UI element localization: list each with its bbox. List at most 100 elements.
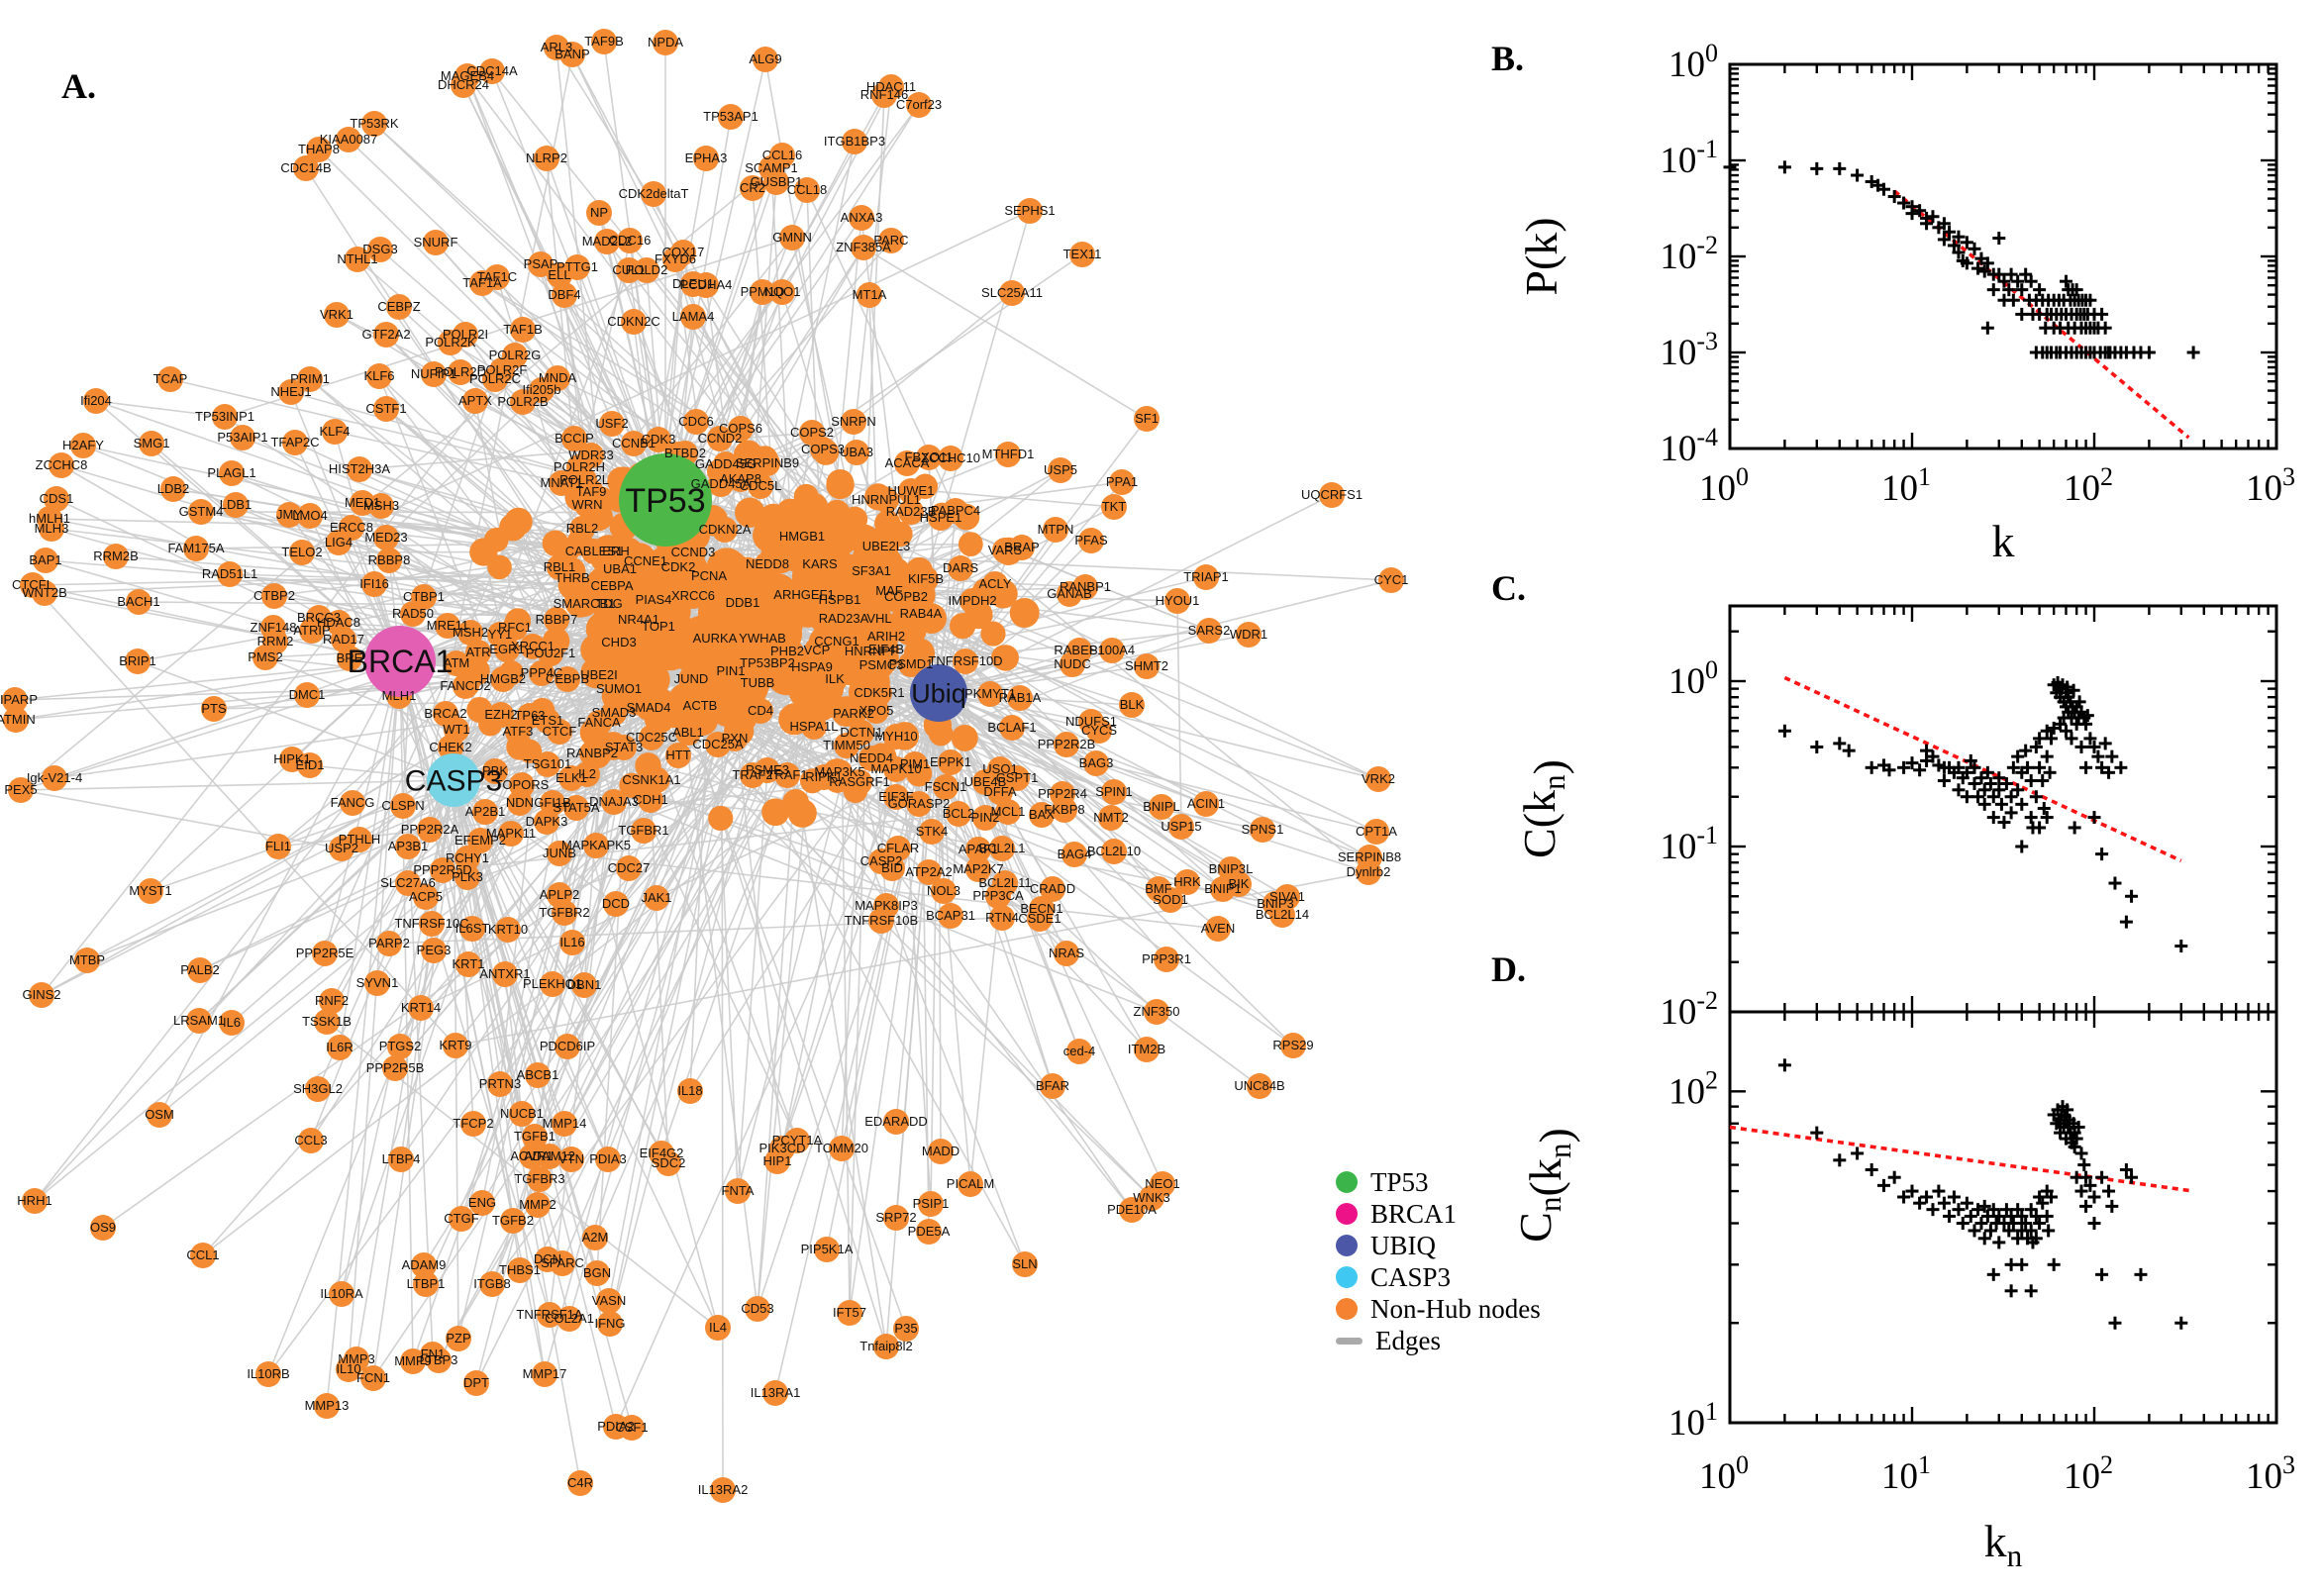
network-node-OSM [147,1102,172,1128]
tick-label: 101​ [1881,1450,1931,1497]
network-node-COPS3 [810,437,836,462]
network-node-NEDD4 [858,746,884,771]
network-node-LDB1 [223,492,249,518]
network-node-CDKN2A [712,517,738,543]
network-node-AP3B1 [395,834,421,859]
network-node-FANCG [340,790,365,816]
legend-label: Non-Hub nodes [1370,1294,1541,1324]
network-node-AP2B1 [472,799,498,825]
network-node-FN1 [420,1342,446,1367]
tick-label: 103​ [2246,462,2295,509]
network-node-NP [586,200,612,226]
network-node-CCND2 [707,426,733,451]
network-node [958,532,983,557]
network-node-STAT3 [611,735,637,760]
network-node-PMS2 [252,645,278,670]
network-node-PPP4C [529,660,555,686]
network-node-IMPDH2 [960,588,985,614]
network-node-TGFBR2 [552,900,577,926]
network-node-TCAP [157,366,183,392]
tick-label: 100​ [1668,39,1718,85]
network-node-PHB2 [774,639,800,664]
tick-label: 10-1​ [1660,135,1718,181]
network-node-VASN [596,1288,622,1314]
network-node-CDK2deltaT [641,181,666,207]
network-node-KLF4 [322,419,348,445]
network-node-ACLY [982,571,1008,597]
network-node-ACVR1 [519,1144,545,1169]
network-node-UBE2I [586,662,612,688]
network-node-CLSPN [390,793,416,819]
network-node-DAPK3 [534,809,559,835]
plot-C: 100​ 10-1​ 10-2​ C(kn) [1514,604,2278,1033]
network-node-SERPINB9 [755,450,780,476]
network-node-MAP3K5 [827,759,853,785]
network-node-RAD50 [400,601,426,627]
network-node-ATP2A2 [916,859,942,885]
network-node-BCAP31 [938,903,963,929]
network-node-APAF1 [965,837,991,862]
network-node-MAPK11 [498,821,524,847]
network-node-MT1A [857,282,882,308]
plot-D: 102​101​100​101​102​103​Cn(kn)kn [1510,1010,2295,1573]
network-node-P53AIP1 [230,425,255,450]
network-node-CCL16 [769,143,795,168]
tick-label: 101​ [1881,462,1931,509]
network-node-ARHGEF1 [791,582,817,608]
network-node-TGFB2 [500,1208,526,1234]
network-node-ATRIP [299,618,325,644]
network-node-SNRPN [841,409,866,435]
network-legend: TP53 BRCA1 UBIQ CASP3 Non-Hub nodes Edge… [1336,1167,1541,1355]
network-node-MYH10 [883,724,909,749]
network-node-RBBP8 [376,548,402,573]
tick-label: 10-1​ [1660,821,1718,867]
tick-label: 100​ [1668,655,1718,702]
network-node-PSMC3 [868,652,894,678]
network-node-CEBPZ [386,294,412,320]
network-node-CCNE1 [633,549,658,574]
network-node-PBK [482,758,508,784]
tick-label: 102​ [2064,462,2113,509]
tick-label: 103​ [2246,1450,2295,1497]
network-node-CTBP2 [261,583,287,609]
network-node-PDCD6IP [555,1034,580,1059]
network-node-PPP3R1 [1154,947,1179,972]
network-node-ABCB1 [525,1062,551,1088]
network-node-KIF5B [913,566,939,592]
network-node-DCD [603,891,629,917]
network-node-GORASP2 [906,791,932,817]
network-node-IL6R [327,1035,353,1060]
network-node-FKBP8 [1052,797,1077,823]
legend-label: Edges [1375,1326,1441,1355]
network-node-DMC1 [294,682,320,708]
network-node-PKMYT1 [977,681,1003,707]
network-node-PIAS4 [641,587,666,613]
network-node-NLRP2 [534,146,559,171]
network-node-EGR1 [494,637,520,662]
network-node-EFEMP2 [467,828,493,853]
network-node-EPPK1 [938,749,963,775]
legend-label: TP53 [1370,1167,1429,1197]
network-node-HRK [1174,869,1200,895]
network-node-TNFRSF10C [419,911,445,937]
network-node-CDC6 [683,409,709,435]
network-node-CCNG1 [824,629,850,654]
network-node-FBXO11 [916,445,942,470]
network-node-NOL3 [931,878,957,904]
network-node-HUWE1 [898,478,924,504]
network-node-CDKN2C [621,309,647,335]
network-node-ATR [465,640,491,665]
network-node-COPS6 [728,416,754,442]
network-node-TP53AP1 [718,104,744,130]
network-node-LMO4 [297,503,323,529]
brca1-swatch-icon [1336,1203,1358,1225]
network-node-BRIP1 [125,648,151,674]
network-node-RBL2 [569,516,595,542]
tick-label: 100​ [1699,462,1749,509]
network-node-AKAP8 [728,466,754,492]
network-node-RAD51L1 [217,561,243,587]
network-node-ATM [444,650,469,676]
network-node-SOD1 [1158,887,1183,913]
network-node-POLR2C [482,366,508,392]
network-node-CCL1 [190,1243,216,1268]
